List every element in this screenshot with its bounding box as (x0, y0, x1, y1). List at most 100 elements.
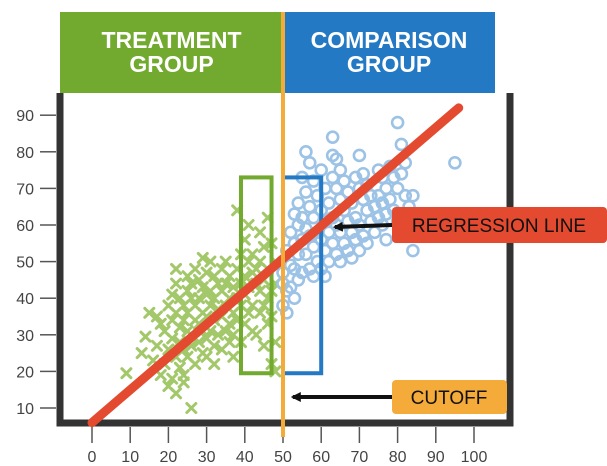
treatment-point (120, 367, 133, 380)
comparison-point (406, 243, 420, 258)
x-tick-label: 50 (274, 449, 292, 466)
comparison-point (302, 199, 317, 214)
annotations: REGRESSION LINE CUTOFF (290, 207, 607, 414)
y-tick-label: 70 (16, 181, 34, 198)
comparison-header (283, 12, 495, 93)
treatment-point (208, 339, 221, 352)
comparison-point (299, 145, 313, 159)
y-tick-label: 80 (16, 145, 34, 162)
y-tick-label: 50 (16, 255, 34, 272)
x-tick-label: 80 (389, 449, 407, 466)
treatment-point (257, 339, 270, 352)
x-tick-label: 100 (461, 449, 488, 466)
treatment-point (177, 314, 190, 327)
treatment-point (170, 262, 183, 275)
treatment-point (227, 281, 240, 294)
treatment-point (204, 255, 217, 268)
treatment-point (189, 262, 202, 275)
comparison-point (360, 236, 374, 251)
cutoff-label-box (392, 380, 507, 414)
treatment-point (242, 306, 255, 319)
comparison-point (291, 196, 306, 210)
treatment-point (135, 347, 148, 360)
comparison-point (333, 254, 348, 269)
treatment-point (257, 240, 270, 253)
treatment-point (189, 358, 202, 371)
treatment-point (166, 372, 179, 385)
x-tick-label: 40 (236, 449, 254, 466)
treatment-point (227, 350, 240, 363)
comparison-point (314, 163, 329, 177)
y-axis-ticks: 10 20 30 40 50 60 70 80 90 (16, 108, 56, 418)
treatment-point (154, 317, 167, 330)
cutoff-label: CUTOFF (411, 388, 488, 409)
comparison-header-label: COMPARISON GROUP (311, 27, 468, 77)
comparison-point (390, 181, 405, 196)
y-tick-label: 40 (16, 291, 34, 308)
regression-line-arrow (332, 221, 393, 232)
treatment-point (173, 361, 186, 374)
treatment-point (219, 277, 232, 290)
x-tick-label: 30 (198, 449, 216, 466)
comparison-point (299, 247, 313, 262)
y-tick-label: 60 (16, 218, 34, 235)
comparison-point (287, 291, 302, 306)
treatment-point (250, 328, 263, 341)
treatment-point (166, 332, 179, 345)
treatment-point (204, 299, 217, 312)
regression-line-label: REGRESSION LINE (412, 216, 586, 237)
comparison-point (406, 188, 420, 203)
treatment-point (196, 251, 209, 264)
treatment-point (223, 336, 236, 349)
treatment-point (200, 266, 213, 279)
y-tick-label: 90 (16, 108, 34, 125)
comparison-point (379, 181, 393, 196)
treatment-point (143, 306, 156, 319)
treatment-point (150, 339, 163, 352)
comparison-point (337, 174, 351, 188)
treatment-point (212, 328, 225, 341)
comparison-point (379, 232, 393, 247)
x-axis-ticks: 0 10 20 30 40 50 60 70 80 90 100 (88, 427, 488, 466)
treatment-point (254, 226, 267, 239)
treatment-header (60, 12, 283, 93)
comparison-point (306, 210, 321, 225)
comparison-point (302, 155, 317, 170)
comparison-point (333, 163, 348, 177)
comparison-point (325, 236, 340, 251)
treatment-point (219, 325, 232, 338)
x-tick-label: 70 (351, 449, 369, 466)
treatment-point (150, 310, 163, 323)
treatment-point (242, 219, 255, 231)
treatment-point (250, 262, 263, 275)
treatment-header-label: TREATMENT GROUP (101, 27, 241, 77)
comparison-point (352, 243, 367, 258)
treatment-point (196, 281, 209, 294)
x-tick-label: 90 (427, 449, 445, 466)
comparison-point (322, 196, 336, 210)
comparison-point (448, 155, 462, 170)
treatment-point (219, 255, 232, 268)
regression-line-label-box (392, 207, 607, 243)
treatment-point (257, 299, 270, 312)
treatment-bandwidth-box (238, 175, 274, 376)
x-tick-label: 10 (121, 449, 139, 466)
y-tick-label: 10 (16, 401, 34, 418)
treatment-point (185, 277, 198, 290)
comparison-point (306, 240, 321, 254)
treatment-point (170, 277, 183, 290)
y-tick-label: 30 (16, 328, 34, 345)
comparison-point (352, 148, 367, 163)
comparison-point (394, 137, 409, 152)
y-tick-label: 20 (16, 364, 34, 381)
treatment-point (177, 376, 190, 389)
treatment-point (254, 306, 267, 319)
treatment-point (170, 387, 183, 400)
comparison-point (344, 251, 359, 265)
regression-line-group (87, 103, 464, 428)
comparison-point (390, 115, 405, 130)
treatment-point (208, 358, 221, 371)
treatment-point (223, 317, 236, 330)
x-tick-label: 0 (88, 449, 97, 466)
